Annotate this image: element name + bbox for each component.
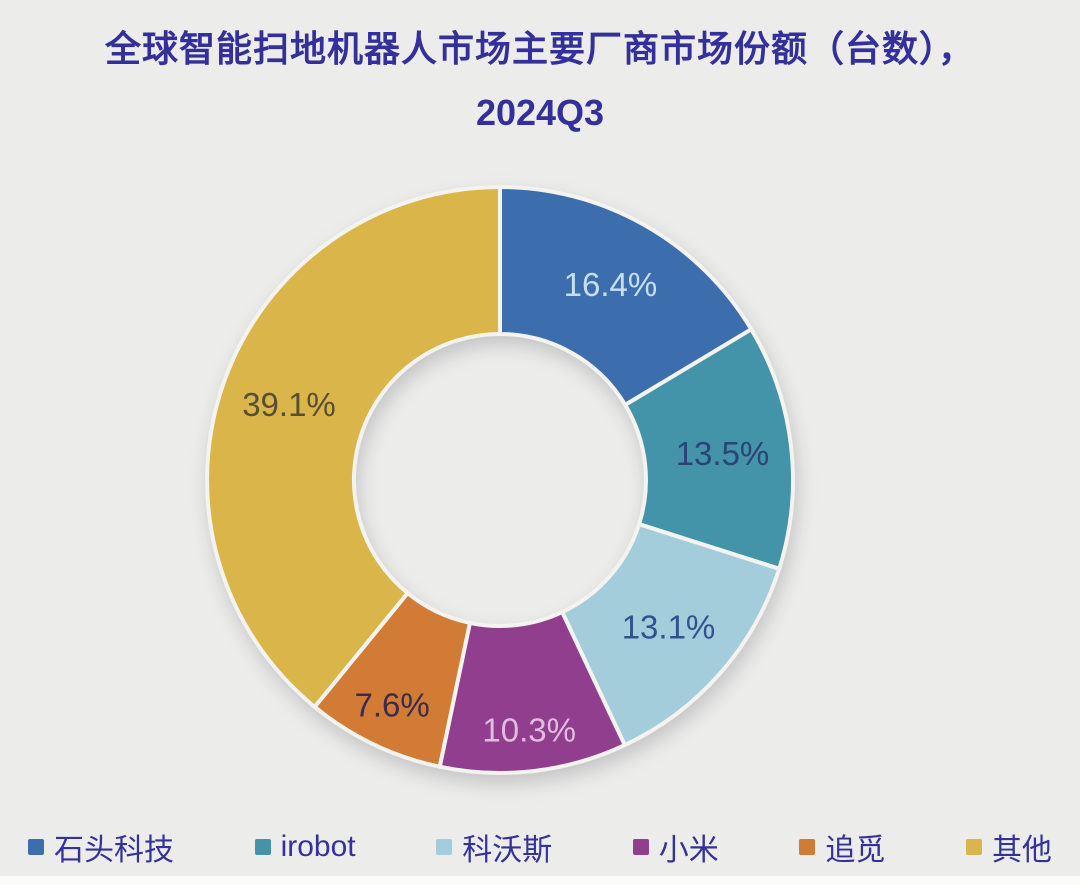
chart-title: 全球智能扫地机器人市场主要厂商市场份额（台数）， 2024Q3 xyxy=(0,20,1080,141)
donut-slices xyxy=(205,185,795,775)
legend-label: 小米 xyxy=(658,834,719,867)
legend-item-石头科技[interactable]: 石头科技 xyxy=(28,825,174,869)
legend: 石头科技 irobot 科沃斯 小米 追觅 其他 xyxy=(0,825,1080,869)
legend-swatch xyxy=(28,839,44,855)
bottom-strip xyxy=(0,876,1080,885)
donut-slice-其他[interactable] xyxy=(205,185,502,709)
donut-slice-irobot[interactable] xyxy=(623,327,795,571)
donut-slice-科沃斯[interactable] xyxy=(560,522,782,748)
slice-label-追觅: 7.6% xyxy=(354,687,429,724)
legend-item-科沃斯[interactable]: 科沃斯 xyxy=(436,825,552,869)
legend-swatch xyxy=(799,839,816,855)
legend-label: 科沃斯 xyxy=(462,834,553,867)
legend-item-追觅[interactable]: 追觅 xyxy=(799,825,885,869)
donut-labels: 16.4% 13.5% 13.1% 10.3% 7.6% 39.1% xyxy=(242,266,769,748)
slice-label-小米: 10.3% xyxy=(482,711,576,748)
legend-swatch xyxy=(254,839,271,855)
chart-title-line1: 全球智能扫地机器人市场主要厂商市场份额（台数）， xyxy=(104,28,975,69)
slice-label-其他: 39.1% xyxy=(242,386,336,423)
slice-label-石头科技: 16.4% xyxy=(564,266,658,303)
slice-label-irobot: 13.5% xyxy=(676,435,770,472)
legend-label: 其他 xyxy=(991,834,1052,867)
legend-swatch xyxy=(965,839,982,855)
legend-label: 石头科技 xyxy=(54,834,174,867)
slice-label-科沃斯: 13.1% xyxy=(622,609,716,646)
legend-swatch xyxy=(436,839,453,855)
legend-label: irobot xyxy=(280,830,356,863)
legend-item-小米[interactable]: 小米 xyxy=(632,825,719,869)
legend-item-irobot[interactable]: irobot xyxy=(254,830,356,864)
donut-slice-石头科技[interactable] xyxy=(498,185,754,407)
chart-title-line2: 2024Q3 xyxy=(475,91,605,133)
legend-item-其他[interactable]: 其他 xyxy=(965,825,1052,869)
legend-label: 追觅 xyxy=(825,834,886,867)
legend-swatch xyxy=(632,839,649,855)
